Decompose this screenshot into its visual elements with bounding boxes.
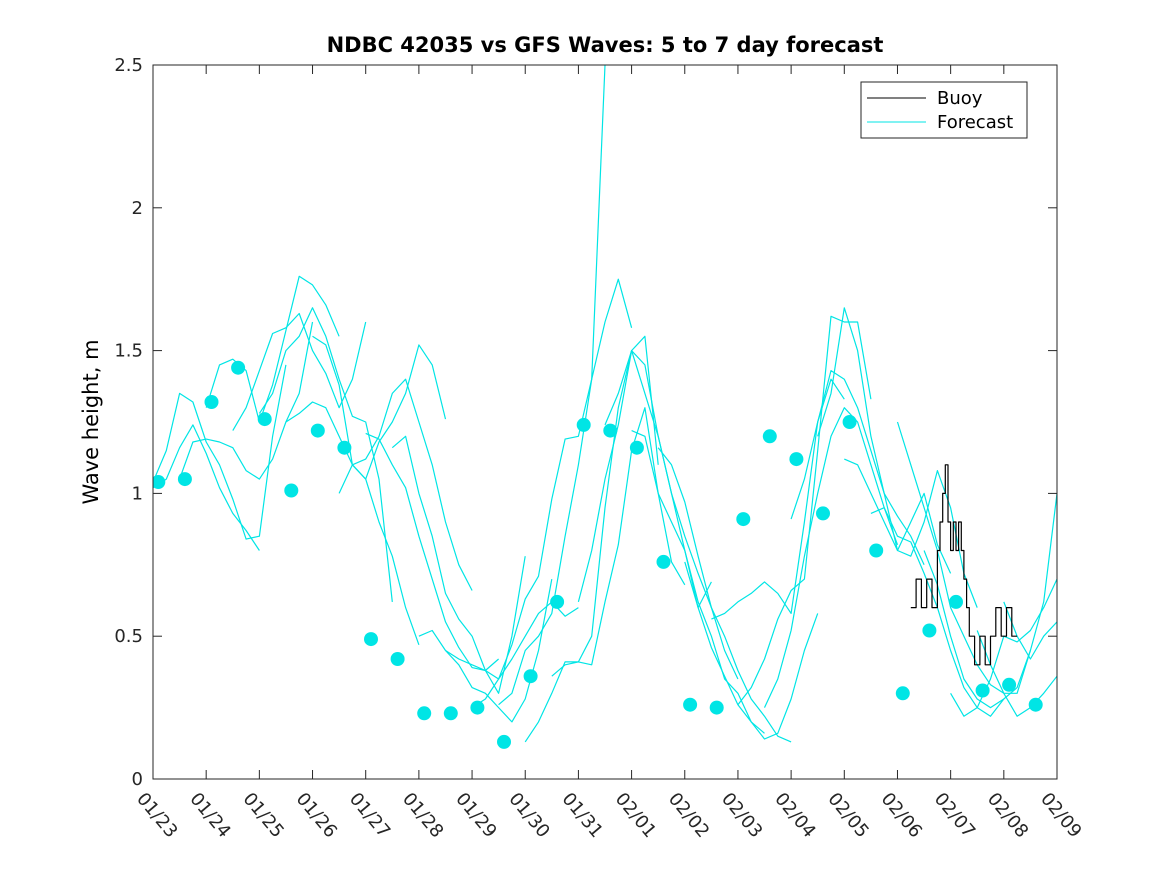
forecast-marker	[656, 554, 671, 569]
forecast-line-30	[896, 421, 1031, 694]
forecast-marker	[603, 423, 618, 438]
series-layer	[153, 65, 1057, 749]
x-tick-label: 01/26	[292, 789, 341, 842]
x-tick-label: 02/09	[1036, 789, 1085, 842]
forecast-marker	[1002, 677, 1017, 692]
x-tick-label: 01/31	[558, 789, 607, 842]
forecast-marker	[789, 452, 804, 467]
y-tick-label: 1	[132, 483, 143, 504]
forecast-marker	[231, 360, 246, 375]
y-tick-label: 0.5	[114, 626, 143, 647]
forecast-marker	[709, 700, 724, 715]
x-tick-label: 01/29	[451, 789, 500, 842]
forecast-marker	[153, 475, 166, 489]
forecast-marker	[417, 706, 432, 721]
forecast-marker	[443, 706, 458, 721]
forecast-line-27	[817, 307, 952, 574]
forecast-marker	[390, 652, 405, 666]
x-tick-label: 01/23	[132, 789, 181, 842]
forecast-marker	[975, 683, 990, 698]
forecast-line-15	[498, 278, 633, 706]
x-tick-label: 01/28	[398, 789, 447, 842]
forecast-line-5	[232, 312, 367, 431]
forecast-marker	[683, 697, 698, 712]
forecast-marker	[177, 472, 192, 487]
forecast-marker	[842, 415, 857, 429]
x-tick-label: 02/06	[877, 789, 926, 842]
y-tick-label: 2.5	[114, 55, 143, 76]
forecast-line-2	[153, 364, 287, 540]
forecast-line-9	[338, 378, 473, 591]
forecast-marker	[257, 412, 272, 427]
forecast-marker	[895, 686, 910, 701]
forecast-marker	[922, 623, 937, 638]
forecast-line-21	[657, 447, 792, 743]
forecast-marker	[576, 417, 591, 432]
forecast-line-6	[258, 307, 393, 602]
x-tick-label: 02/05	[823, 789, 872, 842]
legend-box	[860, 81, 1028, 139]
forecast-line-11	[391, 435, 526, 694]
forecast-line-17	[551, 407, 686, 677]
legend-label-buoy: Buoy	[937, 88, 983, 109]
x-tick-label: 02/08	[983, 789, 1032, 842]
x-tick-label: 01/24	[185, 789, 234, 842]
y-tick-label: 1.5	[114, 341, 143, 362]
forecast-marker	[497, 734, 511, 749]
forecast-marker	[816, 506, 830, 521]
buoy-line	[910, 464, 1018, 666]
forecast-line-31	[923, 493, 1057, 709]
forecast-marker	[550, 594, 565, 609]
forecast-line-20	[631, 430, 765, 734]
axes-layer	[152, 64, 1058, 780]
forecast-line-8	[312, 335, 447, 480]
forecast-line-25	[763, 407, 899, 708]
forecast-line-10	[365, 432, 499, 672]
forecast-marker	[869, 543, 884, 558]
axes-box	[152, 64, 1058, 780]
x-tick-label: 02/07	[930, 789, 979, 842]
forecast-line-22	[684, 561, 819, 740]
forecast-line-14	[471, 65, 606, 709]
forecast-line-16	[524, 335, 659, 743]
forecast-marker	[762, 429, 777, 444]
series-clip-group	[153, 65, 1057, 749]
forecast-line-3	[179, 321, 314, 480]
forecast-line-28	[844, 458, 978, 608]
forecast-marker	[949, 594, 963, 609]
forecast-marker	[1028, 697, 1043, 712]
forecast-marker	[337, 440, 352, 455]
forecast-line-4	[205, 275, 340, 423]
chart-title: NDBC 42035 vs GFS Waves: 5 to 7 day fore…	[327, 33, 884, 57]
x-tick-label: 02/03	[717, 789, 766, 842]
forecast-marker	[310, 423, 325, 438]
forecast-marker	[204, 395, 219, 409]
y-axis-label: Wave height, m	[79, 339, 103, 504]
x-tick-label: 02/02	[664, 789, 713, 842]
forecast-line-34	[1003, 601, 1057, 660]
forecast-marker	[470, 700, 485, 715]
legend-label-forecast: Forecast	[937, 112, 1013, 133]
forecast-line-26	[790, 370, 925, 566]
x-tick-label: 02/01	[611, 789, 660, 842]
y-tick-label: 0	[132, 769, 143, 790]
legend: Buoy Forecast	[860, 81, 1028, 139]
forecast-line-19	[604, 350, 739, 680]
forecast-marker	[629, 440, 644, 455]
x-tick-label: 01/25	[239, 789, 288, 842]
y-tick-label: 2	[132, 198, 143, 219]
forecast-marker	[364, 632, 378, 647]
x-tick-label: 02/04	[770, 789, 819, 842]
plot-area	[153, 65, 1057, 779]
forecast-marker	[284, 483, 299, 498]
x-tick-label: 01/30	[504, 789, 553, 842]
forecast-marker	[523, 669, 538, 684]
forecast-marker	[736, 512, 751, 527]
x-tick-label: 01/27	[345, 789, 394, 842]
